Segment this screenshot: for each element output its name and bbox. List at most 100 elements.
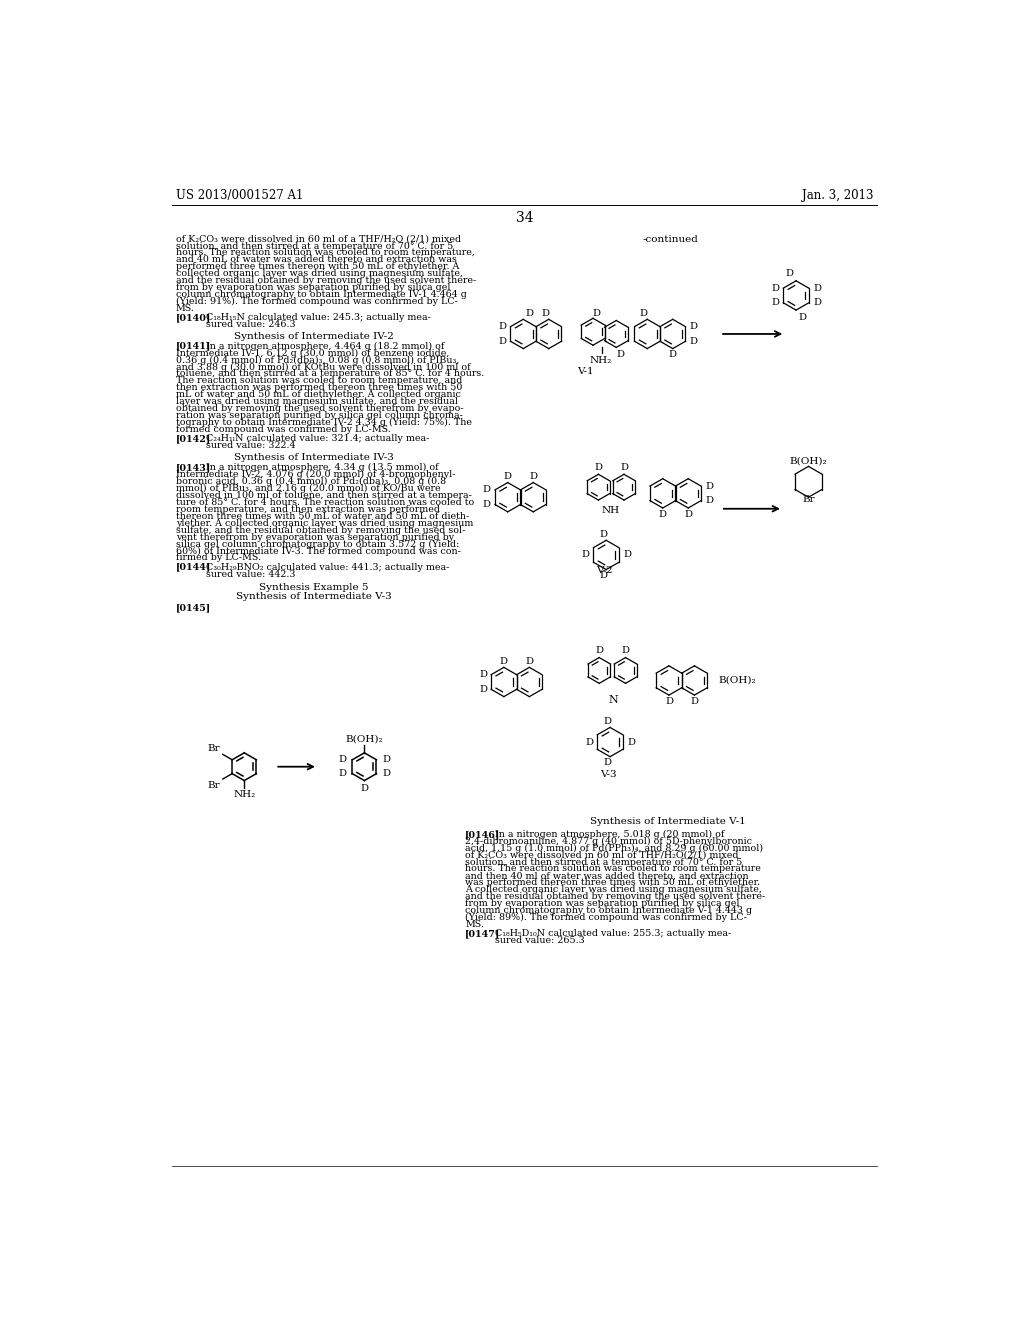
- Text: In a nitrogen atmosphere, 4.464 g (18.2 mmol) of: In a nitrogen atmosphere, 4.464 g (18.2 …: [206, 342, 443, 351]
- Text: firmed by LC-MS.: firmed by LC-MS.: [176, 553, 261, 562]
- Text: [0142]: [0142]: [176, 434, 211, 444]
- Text: D: D: [382, 755, 390, 764]
- Text: sured value: 246.3: sured value: 246.3: [206, 321, 295, 329]
- Text: and 3.88 g (30.0 mmol) of KOtBu were dissolved in 100 ml of: and 3.88 g (30.0 mmol) of KOtBu were dis…: [176, 363, 471, 371]
- Text: D: D: [604, 717, 611, 726]
- Text: D: D: [339, 755, 347, 764]
- Text: D: D: [690, 697, 698, 706]
- Text: 60%) of Intermediate IV-3. The formed compound was con-: 60%) of Intermediate IV-3. The formed co…: [176, 546, 461, 556]
- Text: [0146]: [0146]: [465, 830, 501, 838]
- Text: D: D: [669, 350, 677, 359]
- Text: D: D: [593, 309, 601, 318]
- Text: D: D: [499, 337, 506, 346]
- Text: sured value: 442.3: sured value: 442.3: [206, 570, 295, 578]
- Text: hours. The reaction solution was cooled to room temperature: hours. The reaction solution was cooled …: [465, 865, 761, 874]
- Text: D: D: [525, 657, 534, 665]
- Text: D: D: [813, 284, 821, 293]
- Text: (Yield: 91%). The formed compound was confirmed by LC-: (Yield: 91%). The formed compound was co…: [176, 297, 458, 306]
- Text: -continued: -continued: [643, 235, 698, 244]
- Text: [0143]: [0143]: [176, 463, 211, 473]
- Text: D: D: [616, 350, 624, 359]
- Text: D: D: [604, 759, 611, 767]
- Text: D: D: [771, 298, 779, 308]
- Text: D: D: [600, 572, 608, 581]
- Text: tography to obtain Intermediate IV-2 4.34 g (Yield: 75%). The: tography to obtain Intermediate IV-2 4.3…: [176, 418, 472, 426]
- Text: acid, 1.15 g (1.0 mmol) of Pd(PPh₃)₄, and 8.29 g (60.00 mmol): acid, 1.15 g (1.0 mmol) of Pd(PPh₃)₄, an…: [465, 843, 763, 853]
- Text: D: D: [706, 482, 713, 491]
- Text: of K₂CO₃ were dissolved in 60 ml of a THF/H₂O (2/1) mixed: of K₂CO₃ were dissolved in 60 ml of a TH…: [176, 235, 461, 244]
- Text: D: D: [483, 486, 490, 495]
- Text: D: D: [360, 784, 369, 793]
- Text: D: D: [785, 269, 794, 279]
- Text: and then 40 ml of water was added thereto, and extraction: and then 40 ml of water was added theret…: [465, 871, 749, 880]
- Text: then extraction was performed thereon three times with 50: then extraction was performed thereon th…: [176, 383, 463, 392]
- Text: C₂₄H₁ₗN calculated value: 321.4; actually mea-: C₂₄H₁ₗN calculated value: 321.4; actuall…: [206, 434, 429, 444]
- Text: In a nitrogen atmosphere, 5.018 g (20 mmol) of: In a nitrogen atmosphere, 5.018 g (20 mm…: [495, 830, 724, 840]
- Text: sulfate, and the residual obtained by removing the used sol-: sulfate, and the residual obtained by re…: [176, 525, 466, 535]
- Text: C₁₈H₁₅N calculated value: 245.3; actually mea-: C₁₈H₁₅N calculated value: 245.3; actuall…: [206, 313, 430, 322]
- Text: mmol) of PIBu₃, and 2.16 g (20.0 mmol) of KO/Bu were: mmol) of PIBu₃, and 2.16 g (20.0 mmol) o…: [176, 484, 440, 494]
- Text: B(OH)₂: B(OH)₂: [345, 735, 383, 743]
- Text: D: D: [499, 322, 506, 331]
- Text: dissolved in 100 ml of toluene, and then stirred at a tempera-: dissolved in 100 ml of toluene, and then…: [176, 491, 472, 500]
- Text: D: D: [623, 550, 631, 560]
- Text: layer was dried using magnesium sulfate, and the residual: layer was dried using magnesium sulfate,…: [176, 397, 458, 407]
- Text: Br: Br: [208, 744, 220, 752]
- Text: B(OH)₂: B(OH)₂: [719, 676, 756, 685]
- Text: Br: Br: [208, 780, 220, 789]
- Text: N: N: [608, 694, 618, 705]
- Text: silica gel column chromatography to obtain 3.572 g (Yield:: silica gel column chromatography to obta…: [176, 540, 460, 549]
- Text: D: D: [684, 510, 692, 519]
- Text: D: D: [639, 309, 647, 318]
- Text: MS.: MS.: [465, 920, 484, 929]
- Text: boronic acid, 0.36 g (0.4 mmol) of Pd₂(dba)₃, 0.08 g (0.8: boronic acid, 0.36 g (0.4 mmol) of Pd₂(d…: [176, 478, 446, 486]
- Text: NH: NH: [602, 506, 620, 515]
- Text: toluene, and then stirred at a temperature of 85° C. for 4 hours.: toluene, and then stirred at a temperatu…: [176, 370, 484, 379]
- Text: from by evaporation was separation purified by silica gel: from by evaporation was separation purif…: [465, 899, 739, 908]
- Text: formed compound was confirmed by LC-MS.: formed compound was confirmed by LC-MS.: [176, 425, 391, 434]
- Text: of K₂CO₃ were dissolved in 60 ml of THF/H₂O(2/1) mixed: of K₂CO₃ were dissolved in 60 ml of THF/…: [465, 850, 738, 859]
- Text: ture of 85° C. for 4 hours. The reaction solution was cooled to: ture of 85° C. for 4 hours. The reaction…: [176, 498, 474, 507]
- Text: D: D: [479, 685, 487, 694]
- Text: Intermediate IV-2, 4.076 g (20.0 mmol) of 4-bromophenyl-: Intermediate IV-2, 4.076 g (20.0 mmol) o…: [176, 470, 456, 479]
- Text: D: D: [813, 298, 821, 308]
- Text: US 2013/0001527 A1: US 2013/0001527 A1: [176, 189, 303, 202]
- Text: A collected organic layer was dried using magnesium sulfate,: A collected organic layer was dried usin…: [465, 886, 762, 894]
- Text: Br: Br: [802, 495, 815, 504]
- Text: D: D: [585, 738, 593, 747]
- Text: performed three times thereon with 50 mL of ethylether. A: performed three times thereon with 50 mL…: [176, 263, 460, 272]
- Text: mL of water and 50 mL of diethylether. A collected organic: mL of water and 50 mL of diethylether. A…: [176, 391, 461, 399]
- Text: Synthesis of Intermediate IV-3: Synthesis of Intermediate IV-3: [234, 453, 394, 462]
- Text: D: D: [529, 473, 538, 480]
- Text: column chromatography to obtain Intermediate V-1 4.443 g: column chromatography to obtain Intermed…: [465, 906, 753, 915]
- Text: NH₂: NH₂: [590, 356, 612, 366]
- Text: C₃₀H₂₉BNO₂ calculated value: 441.3; actually mea-: C₃₀H₂₉BNO₂ calculated value: 441.3; actu…: [206, 562, 449, 572]
- Text: Jan. 3, 2013: Jan. 3, 2013: [802, 189, 873, 202]
- Text: 34: 34: [516, 211, 534, 224]
- Text: thereon three times with 50 mL of water and 50 mL of dieth-: thereon three times with 50 mL of water …: [176, 512, 469, 521]
- Text: 0.36 g (0.4 mmol) of Pd₂(dba)₃, 0.08 g (0.8 mmol) of PIBu₃,: 0.36 g (0.4 mmol) of Pd₂(dba)₃, 0.08 g (…: [176, 355, 460, 364]
- Text: D: D: [689, 322, 697, 331]
- Text: D: D: [622, 645, 630, 655]
- Text: C₁₈H₅D₁₀N calculated value: 255.3; actually mea-: C₁₈H₅D₁₀N calculated value: 255.3; actua…: [495, 929, 731, 939]
- Text: and the residual obtained by removing the used solvent there-: and the residual obtained by removing th…: [176, 276, 476, 285]
- Text: and the residual obtained by removing the used solvent there-: and the residual obtained by removing th…: [465, 892, 765, 902]
- Text: V-2: V-2: [596, 566, 613, 574]
- Text: and 40 mL of water was added thereto and extraction was: and 40 mL of water was added thereto and…: [176, 256, 457, 264]
- Text: B(OH)₂: B(OH)₂: [790, 457, 827, 466]
- Text: MS.: MS.: [176, 304, 195, 313]
- Text: D: D: [582, 550, 589, 560]
- Text: Intermediate IV-1, 6.12 g (30.0 mmol) of benzene iodide,: Intermediate IV-1, 6.12 g (30.0 mmol) of…: [176, 348, 450, 358]
- Text: D: D: [665, 697, 673, 706]
- Text: D: D: [483, 500, 490, 510]
- Text: D: D: [525, 309, 534, 318]
- Text: D: D: [339, 770, 347, 777]
- Text: [0140]: [0140]: [176, 313, 211, 322]
- Text: D: D: [479, 671, 487, 680]
- Text: sured value: 322.4: sured value: 322.4: [206, 441, 295, 450]
- Text: hours. The reaction solution was cooled to room temperature,: hours. The reaction solution was cooled …: [176, 248, 475, 257]
- Text: D: D: [382, 770, 390, 777]
- Text: In a nitrogen atmosphere, 4.34 g (13.5 mmol) of: In a nitrogen atmosphere, 4.34 g (13.5 m…: [206, 463, 438, 473]
- Text: D: D: [799, 313, 806, 322]
- Text: D: D: [600, 529, 608, 539]
